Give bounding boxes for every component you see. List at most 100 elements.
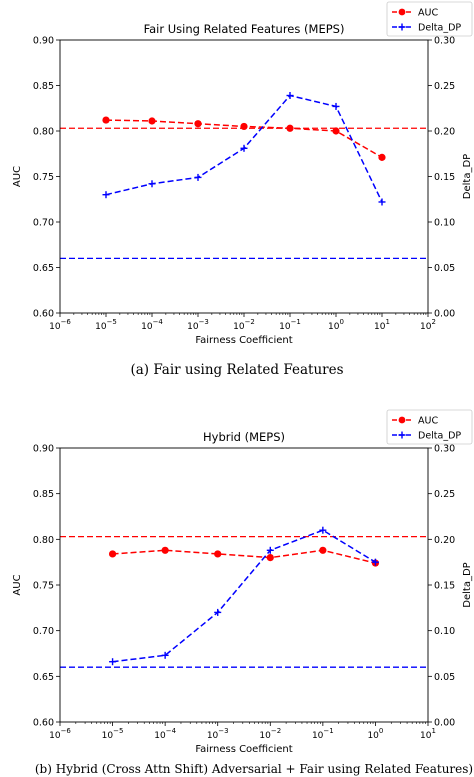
y2-tick-label: 0.05 — [434, 672, 455, 683]
plot-frame — [59, 447, 429, 723]
delta-dp-point — [240, 144, 248, 152]
y2-tick-label: 0.10 — [434, 626, 455, 637]
y2-tick-label: 0.20 — [434, 127, 455, 138]
y2-axis-label: Delta_DP — [462, 562, 473, 607]
delta-dp-point — [371, 558, 379, 566]
auc-point — [378, 153, 386, 161]
x-tick-label: 10−3 — [207, 727, 229, 741]
delta-dp-point — [102, 191, 110, 199]
x-tick-label: 10−1 — [312, 727, 334, 741]
legend: AUC Delta_DP — [386, 409, 473, 445]
y2-tick-label: 0.20 — [434, 535, 455, 546]
x-tick-label: 10−3 — [187, 318, 209, 332]
auc-point — [102, 116, 110, 124]
delta-dp-point — [286, 92, 294, 100]
y-axis-label: AUC — [12, 574, 23, 595]
delta-dp-point — [266, 546, 274, 554]
x-tick-label: 10−2 — [233, 318, 255, 332]
x-tick-label: 101 — [374, 318, 390, 332]
x-tick-label: 10−5 — [102, 727, 124, 741]
caption-a: (a) Fair using Related Features — [130, 362, 344, 378]
legend-label: AUC — [418, 8, 438, 19]
auc-point — [161, 546, 169, 554]
y2-axis-label: Delta_DP — [462, 154, 473, 199]
y-tick-label: 0.70 — [33, 626, 54, 637]
plot-frame — [59, 39, 429, 314]
legend-label: AUC — [418, 416, 438, 427]
y-tick-label: 0.80 — [33, 535, 54, 546]
caption-b: (b) Hybrid (Cross Attn Shift) Adversaria… — [34, 762, 474, 776]
delta-dp-point — [332, 102, 340, 110]
y2-tick-label: 0.00 — [434, 309, 455, 320]
y2-tick-label: 0.30 — [434, 444, 455, 455]
auc-point — [319, 546, 327, 554]
y-tick-label: 0.60 — [33, 718, 54, 729]
chart-title: Hybrid (MEPS) — [203, 430, 285, 444]
auc-point — [240, 122, 248, 131]
y-tick-label: 0.85 — [33, 489, 54, 500]
x-tick-label: 10−4 — [154, 727, 176, 741]
y-tick-label: 0.85 — [33, 81, 54, 92]
legend-swatch-marker — [398, 431, 406, 439]
delta-dp-series — [109, 526, 379, 666]
legend-swatch-marker — [398, 416, 406, 424]
y2-tick-label: 0.05 — [434, 263, 455, 274]
y-tick-label: 0.60 — [33, 309, 54, 320]
delta-dp-point — [214, 608, 222, 616]
chart-title: Fair Using Related Features (MEPS) — [144, 22, 345, 36]
y-tick-label: 0.70 — [33, 218, 54, 229]
x-tick-label: 10−6 — [49, 318, 71, 332]
auc-series — [108, 546, 380, 567]
x-tick-label: 102 — [420, 318, 436, 332]
chart-1: Fair Using Related Features (MEPS) 10−6 10… — [12, 1, 473, 346]
y-tick-label: 0.65 — [33, 672, 54, 683]
auc-point — [214, 550, 222, 558]
x-tick-label: 10−5 — [95, 318, 117, 332]
y2-tick-label: 0.30 — [434, 36, 455, 47]
x-tick-label: 10−6 — [49, 727, 71, 741]
y-tick-label: 0.90 — [33, 36, 54, 47]
delta-dp-point — [148, 180, 156, 188]
y-tick-label: 0.90 — [33, 444, 54, 455]
delta-dp-point — [161, 651, 169, 659]
y-tick-label: 0.75 — [33, 172, 54, 183]
x-axis-label: Fairness Coefficient — [195, 744, 292, 755]
legend-swatch-marker — [398, 8, 406, 16]
delta-dp-point — [378, 198, 386, 206]
x-axis-label: Fairness Coefficient — [195, 335, 292, 346]
auc-point — [266, 554, 274, 562]
chart-2: Hybrid (MEPS) 10−6 10−5 10−4 10−3 10−2 10−1 100… — [12, 409, 473, 755]
y-axis-label: AUC — [12, 166, 23, 187]
auc-point — [108, 550, 117, 558]
x-tick-label: 101 — [420, 727, 436, 741]
y2-tick-label: 0.15 — [434, 581, 455, 592]
y2-tick-label: 0.25 — [434, 81, 455, 92]
y2-tick-label: 0.25 — [434, 489, 455, 500]
x-tick-label: 100 — [328, 318, 344, 332]
auc-line — [112, 549, 376, 564]
legend-label: Delta_DP — [418, 23, 461, 34]
legend-label: Delta_DP — [418, 431, 461, 442]
x-tick-label: 10−1 — [279, 318, 301, 332]
x-tick-label: 100 — [367, 727, 383, 741]
auc-point — [194, 120, 202, 128]
delta-dp-point — [319, 526, 327, 534]
y2-tick-label: 0.15 — [434, 172, 455, 183]
y2-tick-label: 0.00 — [434, 718, 455, 729]
auc-point — [148, 117, 156, 125]
delta-dp-line — [112, 529, 376, 663]
y-tick-label: 0.80 — [33, 127, 54, 138]
legend-swatch-marker — [398, 23, 406, 31]
y-tick-label: 0.65 — [33, 263, 54, 274]
delta-dp-series — [102, 92, 386, 206]
x-tick-label: 10−4 — [141, 318, 163, 332]
legend: AUC Delta_DP — [386, 1, 473, 37]
auc-point — [286, 124, 294, 132]
y2-tick-label: 0.10 — [434, 218, 455, 229]
auc-series — [102, 116, 386, 161]
delta-dp-point — [109, 658, 117, 666]
x-tick-label: 10−2 — [259, 727, 281, 741]
y-tick-label: 0.75 — [33, 581, 54, 592]
delta-dp-point — [194, 173, 202, 181]
